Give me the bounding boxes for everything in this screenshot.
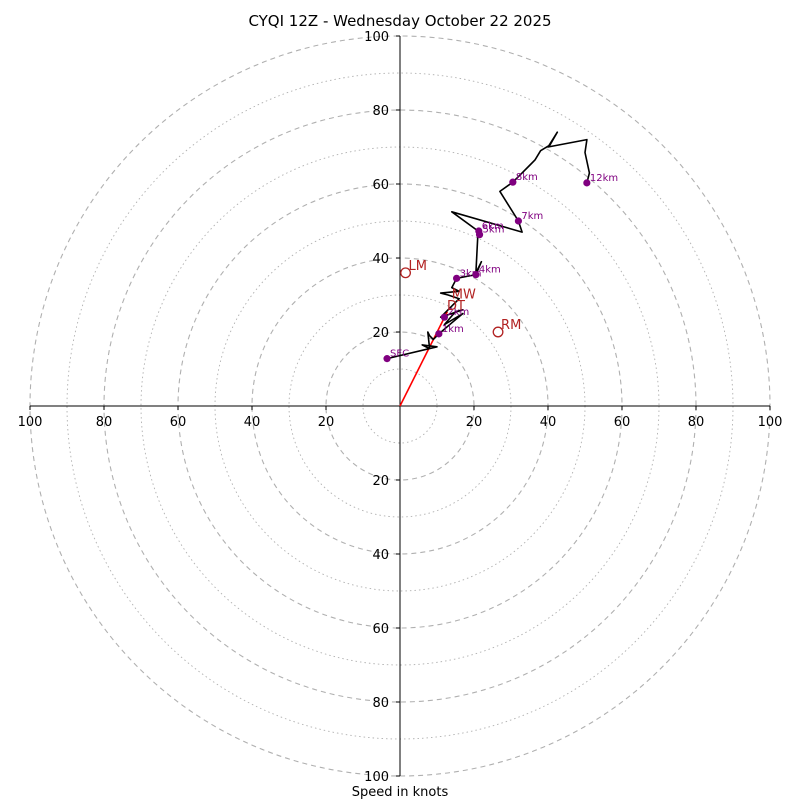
height-marker-label: 4km (479, 265, 501, 276)
tick-label-left: 80 (96, 415, 113, 430)
height-marker-label: 6km (482, 221, 504, 232)
height-marker-label: 1km (442, 324, 464, 335)
height-marker-dot (509, 178, 517, 186)
height-marker-label: 2km (447, 307, 469, 318)
height-marker-label: 3km (460, 268, 482, 279)
height-marker-dot (514, 217, 523, 225)
tick-label-up: 100 (364, 30, 389, 45)
hodograph-trace (386, 131, 591, 360)
height-marker-label: 8km (516, 172, 538, 183)
storm-motion-circle (400, 267, 412, 279)
shear-vector-line (399, 311, 449, 407)
height-marker-dot (435, 330, 443, 338)
tick-label-right: 100 (758, 415, 783, 430)
tick-label-left: 40 (244, 415, 261, 430)
tick-label-down: 40 (372, 548, 389, 563)
tick-label-left: 60 (170, 415, 187, 430)
tick-label-right: 40 (540, 415, 557, 430)
height-marker-dot (383, 355, 391, 363)
tick-label-down: 100 (364, 770, 389, 785)
chart-title: CYQI 12Z - Wednesday October 22 2025 (248, 12, 551, 30)
storm-motion-label: DT (447, 299, 465, 314)
tick-label-left: 100 (18, 415, 43, 430)
height-marker-label: SFC (390, 349, 409, 360)
height-marker-dot (472, 271, 480, 279)
tick-label-up: 40 (372, 252, 389, 267)
tick-label-up: 20 (372, 326, 389, 341)
x-axis-label: Speed in knots (352, 785, 449, 800)
tick-label-right: 60 (614, 415, 631, 430)
storm-motion-circle (492, 326, 504, 338)
storm-motion-label: RM (501, 318, 521, 333)
height-marker-label: 12km (590, 173, 618, 184)
hodograph-line (386, 131, 591, 360)
tick-label-up: 80 (372, 104, 389, 119)
height-marker-label: 5km (483, 225, 505, 236)
storm-motion-label: LM (409, 259, 427, 274)
tick-label-left: 20 (318, 415, 335, 430)
height-marker-label: 7km (521, 211, 543, 222)
tick-label-down: 60 (372, 622, 389, 637)
storm-motion-label: MW (452, 288, 476, 303)
shear-vector (399, 311, 449, 407)
tick-label-right: 20 (466, 415, 483, 430)
tick-label-right: 80 (688, 415, 705, 430)
height-marker-dot (440, 313, 448, 321)
height-marker-dot (475, 227, 483, 235)
tick-label-down: 20 (372, 474, 389, 489)
tick-label-up: 60 (372, 178, 389, 193)
height-marker-dot (583, 179, 591, 187)
tick-label-down: 80 (372, 696, 389, 711)
tick-labels: 100 80 60 40 20 20 40 60 80 100 20 40 60 80 100 20 40 60 8… (18, 30, 783, 785)
height-marker-dot (453, 274, 461, 282)
